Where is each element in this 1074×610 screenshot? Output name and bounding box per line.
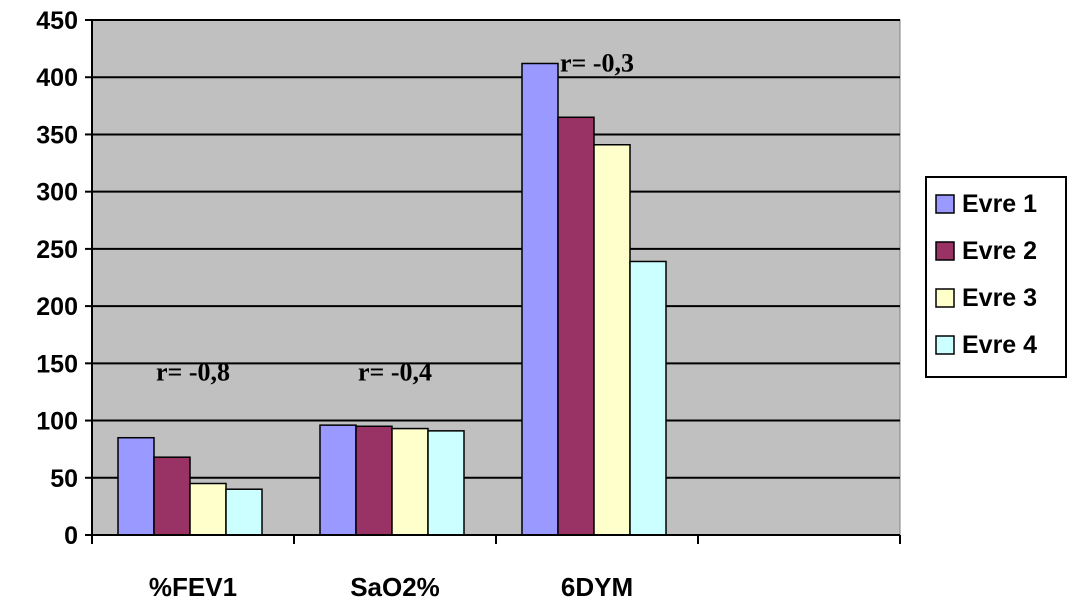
axes	[85, 19, 901, 544]
y-tick-label: 0	[64, 522, 78, 550]
bar	[319, 424, 357, 536]
y-tick-label: 450	[36, 7, 78, 35]
bar	[557, 116, 595, 536]
legend-label: Evre 1	[962, 190, 1037, 218]
bar	[153, 456, 191, 536]
legend-swatch	[935, 288, 955, 308]
y-tick-labels: 0 50 100 150 200 250 300 350 400 450	[36, 7, 78, 550]
plot-area	[91, 19, 901, 536]
bar	[117, 436, 155, 536]
bar	[189, 482, 227, 536]
x-tick-label: %FEV1	[149, 572, 237, 602]
bar	[427, 430, 465, 536]
y-tick-label: 150	[36, 350, 78, 378]
bar	[593, 143, 631, 536]
y-tick-label: 300	[36, 179, 78, 207]
bar	[355, 425, 393, 536]
y-tick-label: 100	[36, 408, 78, 436]
legend-swatch	[935, 194, 955, 214]
bar	[391, 427, 429, 536]
correlation-annotation: r= -0,8	[156, 357, 230, 386]
x-tick-label: SaO2%	[350, 572, 440, 602]
legend: Evre 1 Evre 2 Evre 3 Evre 4	[925, 176, 1067, 378]
y-tick-label: 50	[50, 465, 78, 493]
legend-swatch	[935, 335, 955, 355]
y-tick-label: 250	[36, 236, 78, 264]
bars	[117, 62, 667, 536]
legend-label: Evre 4	[962, 331, 1037, 359]
legend-label: Evre 2	[962, 237, 1037, 265]
correlation-annotation: r= -0,4	[358, 357, 432, 386]
bar	[629, 260, 667, 536]
bar	[225, 488, 263, 536]
correlation-annotation: r= -0,3	[560, 48, 634, 77]
bar	[521, 62, 559, 536]
x-tick-label: 6DYM	[561, 572, 633, 602]
y-tick-label: 400	[36, 64, 78, 92]
y-tick-label: 350	[36, 121, 78, 149]
x-tick-labels: %FEV1 SaO2% 6DYM	[149, 572, 633, 602]
gridlines	[92, 19, 900, 479]
y-tick-label: 200	[36, 293, 78, 321]
annotations: r= -0,8 r= -0,4 r= -0,3	[156, 48, 634, 386]
legend-swatch	[935, 241, 955, 261]
legend-label: Evre 3	[962, 284, 1037, 312]
